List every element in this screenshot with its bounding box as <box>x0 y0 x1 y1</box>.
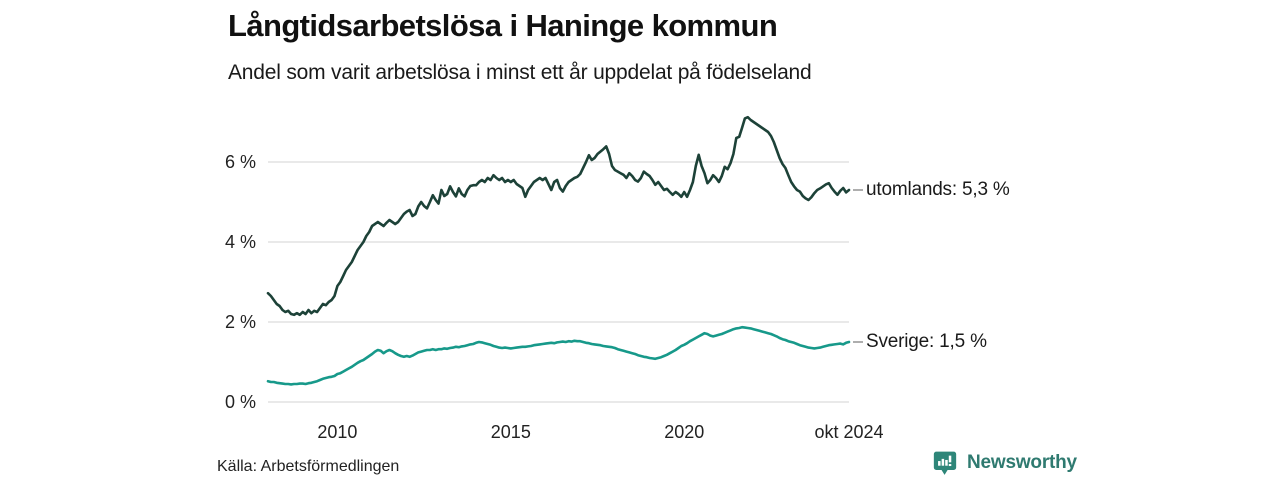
x-axis-tick-label: okt 2024 <box>814 422 883 442</box>
x-axis-tick-label: 2020 <box>664 422 704 442</box>
series-line-utomlands <box>266 115 851 317</box>
newsworthy-wordmark: Newsworthy <box>967 452 1077 473</box>
newsworthy-logo[interactable]: Newsworthy <box>932 450 1077 476</box>
newsworthy-bubble-chart-icon <box>932 450 958 476</box>
y-axis-tick-label: 4 % <box>225 232 256 252</box>
y-axis-tick-label: 0 % <box>225 392 256 412</box>
series-line-Sverige <box>266 325 851 386</box>
chart-subtitle: Andel som varit arbetslösa i minst ett å… <box>228 61 812 84</box>
source-note: Källa: Arbetsförmedlingen <box>217 458 400 475</box>
x-axis-tick-label: 2010 <box>317 422 357 442</box>
chart-title: Långtidsarbetslösa i Haninge kommun <box>228 8 778 43</box>
y-axis-tick-label: 6 % <box>225 152 256 172</box>
y-axis-tick-label: 2 % <box>225 312 256 332</box>
series-annotation-sverige: Sverige: 1,5 % <box>866 331 987 352</box>
series-annotation-utomlands: utomlands: 5,3 % <box>866 179 1010 200</box>
x-axis-tick-label: 2015 <box>491 422 531 442</box>
